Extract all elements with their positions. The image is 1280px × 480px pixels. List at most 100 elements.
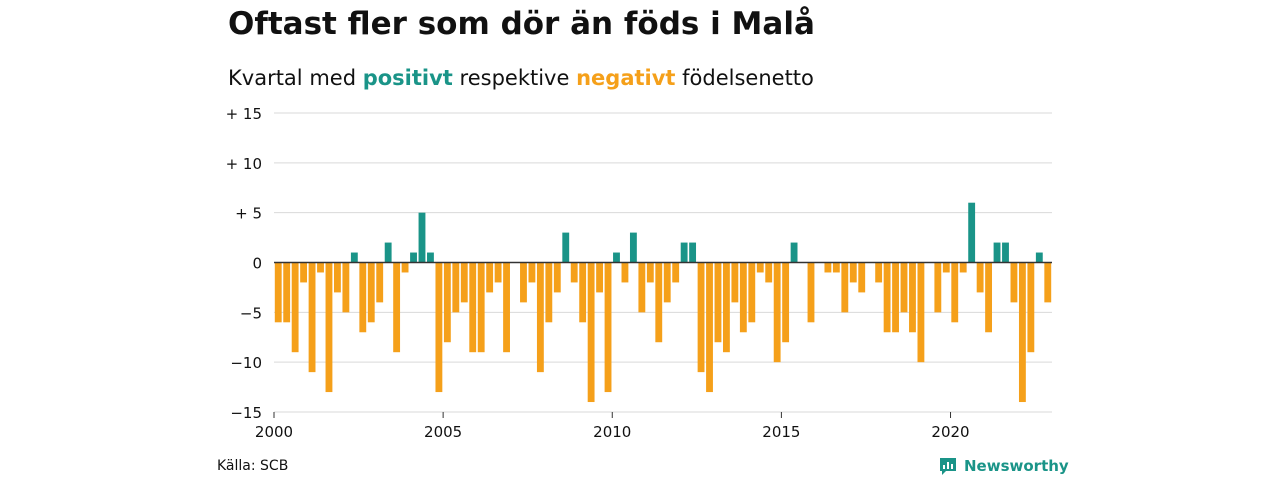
bar-negative [308,262,316,373]
bar-negative [942,262,950,273]
source-note: Källa: SCB [217,458,289,474]
brand-name: Newsworthy [964,457,1069,475]
bar-positive [1002,242,1009,263]
bar-negative [731,262,739,303]
bar-positive [418,212,426,263]
bar-negative [841,262,849,313]
bar-positive [680,242,688,263]
bar-positive [1035,252,1043,263]
subtitle-middle: respektive [459,66,570,90]
bar-negative [739,262,747,333]
bar-negative [503,262,510,353]
x-tick-label: 2015 [762,423,800,441]
y-tick-label: + 15 [226,105,262,123]
bar-negative [1027,262,1035,353]
bar-negative [333,262,341,293]
bar-negative [325,262,333,393]
bar-positive [562,232,570,263]
bar-negative [756,262,764,273]
bar-positive [427,252,434,263]
y-tick-label: −10 [230,354,262,372]
bar-negative [672,262,680,283]
bar-negative [858,262,866,293]
y-tick-label: 0 [252,255,262,273]
bar-negative [604,262,612,393]
bar-negative [765,262,773,283]
bar-positive [384,242,392,263]
bar-negative [807,262,815,323]
bar-negative [274,262,282,323]
bar-negative [706,262,713,393]
bar-negative [579,262,587,323]
bar-negative [646,262,654,283]
bar-negative [883,262,891,333]
x-tick-label: 2010 [593,423,631,441]
bar-positive [613,252,620,263]
subtitle-negative-label: negativt [576,66,676,90]
bar-negative [486,262,494,293]
bar-negative [722,262,730,353]
x-tick-label: 2020 [931,423,969,441]
bar-negative [317,262,324,273]
bar-negative [545,262,553,323]
subtitle-suffix: födelsenetto [682,66,814,90]
bar-negative [359,262,367,333]
bar-negative [587,262,595,403]
bar-negative [376,262,384,303]
bar-negative [959,262,967,273]
bar-negative [875,262,883,283]
x-tick-label: 2005 [424,423,462,441]
bar-negative [892,262,899,333]
bar-negative [393,262,401,353]
bar-positive [689,242,697,263]
bar-negative [342,262,350,313]
bar-negative [909,262,916,333]
bar-negative [596,262,604,293]
bar-negative [782,262,790,343]
bar-negative [553,262,561,293]
bar-negative [494,262,502,283]
bar-negative [748,262,756,323]
bar-negative [469,262,477,353]
bar-negative [638,262,646,313]
bar-negative [655,262,663,343]
bar-negative [367,262,375,323]
bar-positive [410,252,417,263]
bar-positive [993,242,1001,263]
subtitle-positive-label: positivt [362,66,453,90]
newsworthy-logo-icon [940,458,956,475]
bar-negative [714,262,722,343]
bar-negative [401,262,409,273]
bar-negative [985,262,993,333]
bar-positive [350,252,358,263]
bar-negative [570,262,578,283]
bar-negative [824,262,832,273]
brand: Newsworthy [938,456,1069,476]
bar-negative [900,262,908,313]
bar-negative [460,262,468,303]
bar-negative [832,262,840,273]
bar-positive [968,202,976,263]
bar-negative [976,262,984,293]
bar-negative [1018,262,1026,403]
bar-negative [621,262,629,283]
y-tick-label: + 5 [235,205,262,223]
bar-negative [951,262,959,323]
bar-negative [1010,262,1018,303]
bar-negative [520,262,527,303]
bar-negative [452,262,460,313]
bar-negative [934,262,942,313]
bar-positive [790,242,798,263]
bar-negative [435,262,443,393]
bar-negative [773,262,781,363]
subtitle-prefix: Kvartal med [228,66,357,90]
bar-negative [477,262,485,353]
bar-negative [536,262,544,373]
chart-subtitle: Kvartal med positivt respektive negativt… [228,66,814,90]
bar-negative [528,262,536,283]
y-tick-label: −5 [240,304,262,322]
bar-negative [849,262,857,283]
bar-negative [697,262,705,373]
chart-title: Oftast fler som dör än föds i Malå [228,6,815,42]
bar-negative [917,262,925,363]
